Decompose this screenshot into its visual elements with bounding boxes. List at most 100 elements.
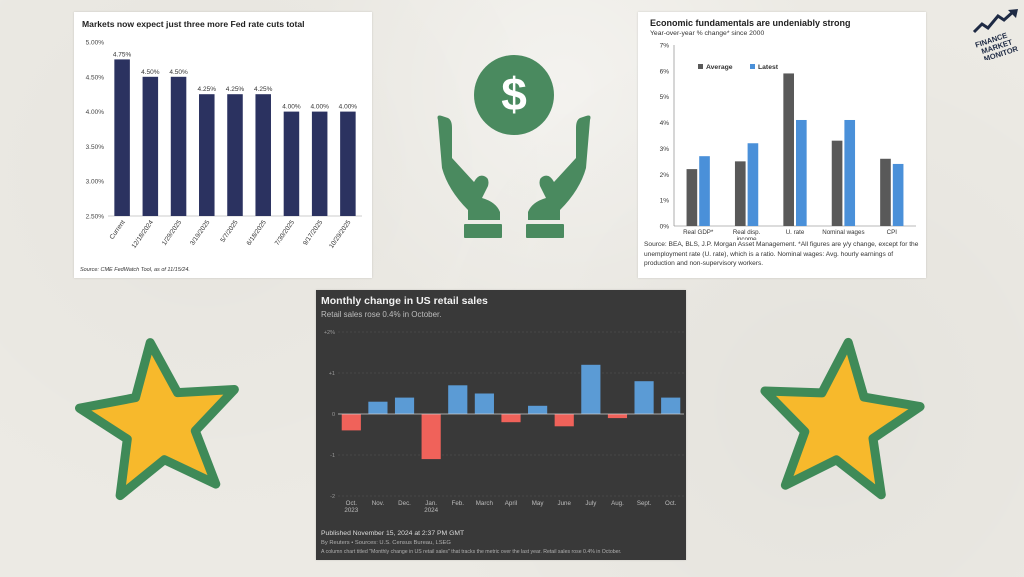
bar [394,397,415,414]
legend-swatch [750,64,755,69]
data-label: 4.50% [169,69,188,76]
bar [501,414,521,423]
bar [528,405,548,414]
star-icon [760,337,925,500]
bar [114,59,130,217]
bar [796,119,807,226]
y-tick-label: 3.00% [86,179,105,186]
x-tick-label: 12/18/2024 [131,219,156,250]
x-tick-label: 6/18/2025 [246,219,269,247]
bar [699,156,710,226]
y-tick-label: 0 [332,412,335,418]
data-label: 4.25% [226,86,245,93]
bar [634,381,654,414]
y-tick-label: 4.50% [86,74,105,81]
byline: By Reuters • Sources: U.S. Census Bureau… [321,540,451,546]
y-tick-label: 2.50% [86,214,105,221]
x-tick-label: June [558,500,572,507]
bar [892,163,904,226]
data-label: 4.00% [282,104,301,111]
chart-caption: A column chart titled "Monthly change in… [321,549,622,555]
bar [311,111,328,216]
chart-source: Source: BEA, BLS, J.P. Morgan Asset Mana… [644,241,919,267]
x-tick-label: 5/7/2025 [219,219,239,244]
x-tick-label: 2024 [424,507,438,514]
bar [880,158,891,226]
y-tick-label: +2% [324,330,335,336]
econ-chart-plot: 0% 1% 2% 3% 4% 5% 6% 7% Average Latest Real GDP* Re… [660,43,916,240]
x-tick-label: Oct. [665,500,677,507]
bar [783,73,794,226]
fed-rate-chart-card: Markets now expect just three more Fed r… [74,12,372,278]
y-tick-label: 3.50% [86,144,105,151]
bar [686,169,698,226]
y-tick-label: 4.00% [86,109,105,116]
bar [747,143,759,226]
x-tick-label: March [476,500,494,507]
finance-market-monitor-logo: FINANCE MARKET MONITOR [972,9,1020,60]
x-tick-label: Sept. [637,500,652,507]
y-tick-label: 0% [660,224,670,231]
x-tick-label: Jan. [425,500,437,507]
chart-subtitle: Retail sales rose 0.4% in October. [321,310,442,319]
legend-label: Average [706,64,733,71]
x-tick-label: 1/29/2025 [161,219,184,247]
x-tick-label: 7/30/2025 [274,219,297,247]
bar [448,385,468,414]
x-tick-label: income [737,236,758,240]
y-tick-label: 5.00% [86,40,105,47]
bar [581,364,601,414]
legend-label: Latest [758,64,779,71]
chart-title: Markets now expect just three more Fed r… [82,19,305,29]
bar [844,119,856,226]
bar [421,414,441,460]
data-label: 4.25% [198,86,217,93]
y-tick-label: 6% [660,68,670,75]
fed-chart-plot: 2.50% 3.00% 3.50% 4.00% 4.50% 5.00% 4.75% Curre… [86,40,362,250]
published-date: Published November 15, 2024 at 2:37 PM G… [321,530,465,537]
bar [170,76,187,216]
y-tick-label: 2% [660,172,670,179]
x-tick-label: Real GDP* [683,229,714,236]
chart-source: Source: CME FedWatch Tool, as of 11/15/2… [80,267,190,273]
money-hands-icon: $ [437,55,591,238]
bar [734,161,746,226]
data-label: 4.00% [339,104,358,111]
x-tick-label: 3/19/2025 [189,219,212,247]
bar [554,414,574,427]
bar [255,94,271,216]
bar [831,140,843,226]
retail-sales-chart-card: Monthly change in US retail sales Retail… [316,290,686,560]
bar [142,76,159,216]
legend-swatch [698,64,703,69]
x-tick-label: U. rate [786,229,805,236]
bar [283,111,300,216]
bar [368,401,388,414]
x-tick-label: 9/17/2025 [302,219,325,247]
y-tick-label: -1 [330,453,335,459]
x-tick-label: Real disp. [733,229,761,236]
bar [341,414,361,431]
chart-title: Economic fundamentals are undeniably str… [650,18,851,28]
x-tick-label: Aug. [611,500,624,507]
x-tick-label: Feb. [452,500,465,507]
y-tick-label: 7% [660,43,670,50]
x-tick-label: CPI [887,229,898,236]
bar [474,393,494,414]
y-tick-label: +1 [329,371,335,377]
x-tick-label: May [532,500,545,507]
y-tick-label: -2 [330,494,335,500]
bar [607,414,628,419]
economic-fundamentals-chart-card: Economic fundamentals are undeniably str… [638,12,926,278]
x-tick-label: Nov. [372,500,385,507]
bar [227,94,243,216]
data-label: 4.75% [113,51,132,58]
star-icon [75,338,239,501]
svg-text:$: $ [501,68,527,120]
x-tick-label: Current [109,219,127,241]
y-tick-label: 3% [660,146,670,153]
y-tick-label: 4% [660,120,670,127]
data-label: 4.25% [254,86,273,93]
chart-title: Monthly change in US retail sales [321,295,488,307]
